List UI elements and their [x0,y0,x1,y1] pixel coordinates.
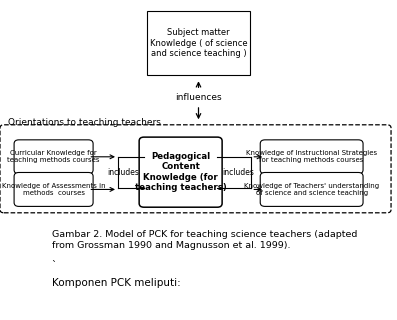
Bar [147,11,250,75]
Text: Gambar 2. Model of PCK for teaching science teachers (adapted
from Grossman 1990: Gambar 2. Model of PCK for teaching scie… [52,230,357,250]
FancyBboxPatch shape [14,172,93,206]
FancyBboxPatch shape [0,125,391,213]
Text: Curricular Knowledge for
teaching methods courses: Curricular Knowledge for teaching method… [8,150,100,163]
Text: influences: influences [175,93,222,102]
Text: includes: includes [222,168,254,177]
FancyBboxPatch shape [260,172,363,206]
Text: Knowledge of Instructional Strategies
for teaching methods courses: Knowledge of Instructional Strategies fo… [246,150,377,163]
Text: Knowledge of Teachers' understanding
of science and science teaching: Knowledge of Teachers' understanding of … [244,183,379,196]
Text: includes: includes [107,168,139,177]
Text: Komponen PCK meliputi:: Komponen PCK meliputi: [52,278,180,288]
FancyBboxPatch shape [14,140,93,174]
Text: Knowledge of Assessments in
methods  courses: Knowledge of Assessments in methods cour… [2,183,106,196]
FancyBboxPatch shape [139,137,222,207]
Text: Orientations to teaching teachers: Orientations to teaching teachers [8,118,161,127]
FancyBboxPatch shape [260,140,363,174]
Text: Subject matter
Knowledge ( of science
and science teaching ): Subject matter Knowledge ( of science an… [150,28,247,58]
Text: Pedagogical
Content
Knowledge (for
teaching teachers): Pedagogical Content Knowledge (for teach… [135,152,227,192]
Text: `: ` [52,261,56,271]
